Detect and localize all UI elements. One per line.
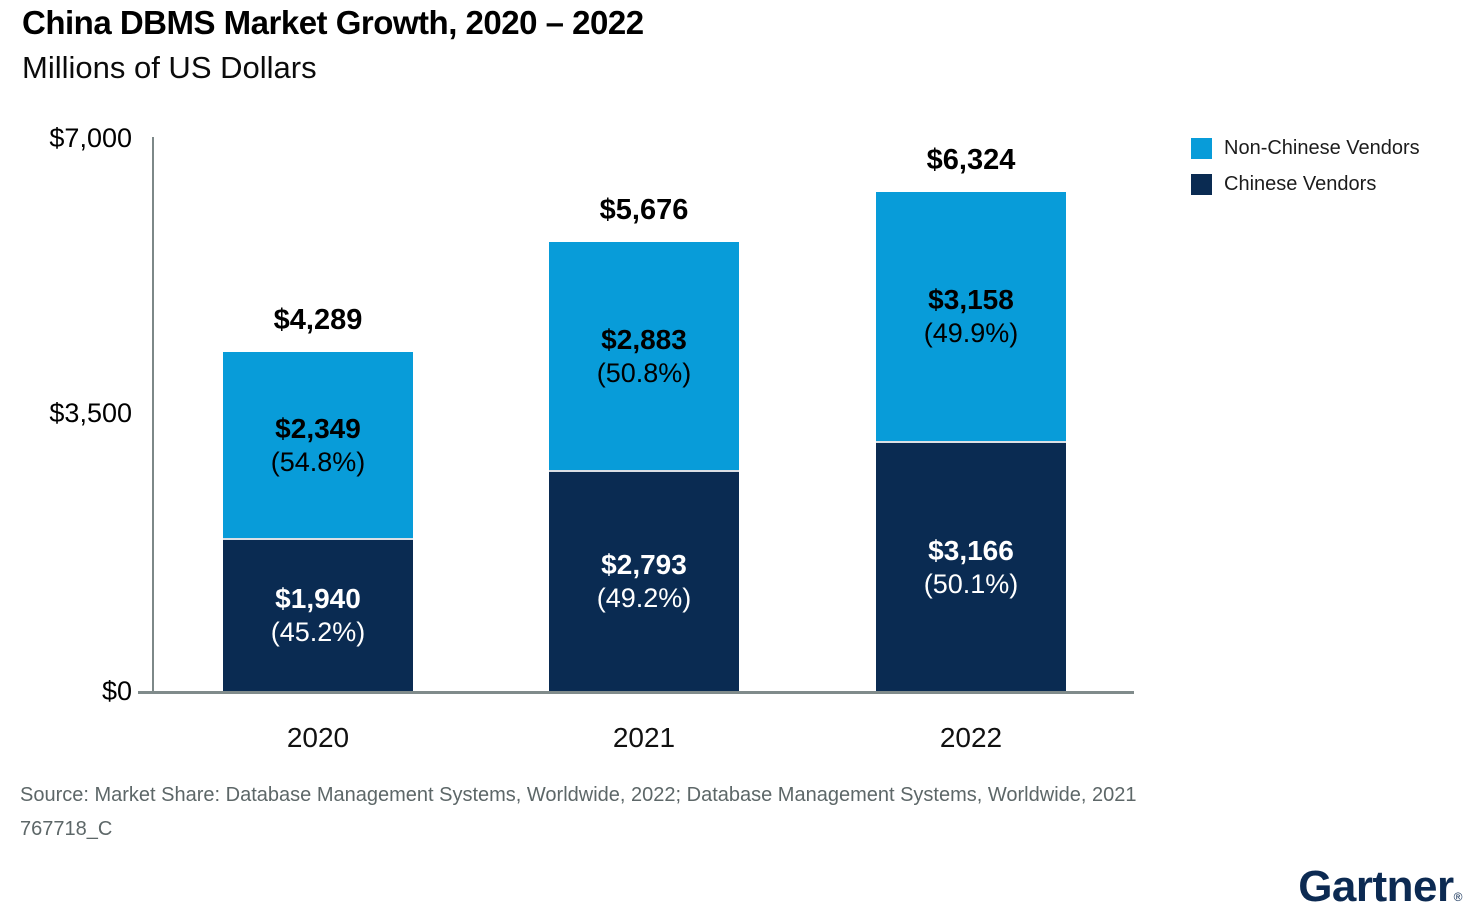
registered-mark-icon: ® xyxy=(1453,890,1463,904)
total-label-2022: $6,324 xyxy=(926,144,1016,176)
legend-label-chinese: Chinese Vendors xyxy=(1224,173,1377,195)
y-tick-3500: $3,500 xyxy=(49,398,132,428)
segment-value-label: $2,349 xyxy=(275,412,361,444)
chart-subtitle: Millions of US Dollars xyxy=(22,50,317,85)
segment-value-label: $3,158 xyxy=(928,284,1014,315)
segment-share-label: (50.1%) xyxy=(923,568,1019,599)
segment-non-chinese-2020: $2,349 (54.8%) xyxy=(223,352,413,538)
legend-label-non-chinese: Non-Chinese Vendors xyxy=(1224,137,1420,159)
x-axis-label-2022: 2022 xyxy=(939,722,1003,753)
bar-2021: $2,883 (50.8%) $2,793 (49.2%) xyxy=(549,242,739,691)
x-axis-label-2020: 2020 xyxy=(286,722,350,753)
segment-share-label: (45.2%) xyxy=(270,617,366,647)
x-axis-label-2021: 2021 xyxy=(612,722,676,753)
segment-non-chinese-2021: $2,883 (50.8%) xyxy=(549,242,739,470)
segment-share-label: (54.8%) xyxy=(270,446,366,477)
segment-share-label: (49.9%) xyxy=(923,318,1019,348)
gartner-logo: Gartner® xyxy=(1298,862,1462,912)
document-id: 767718_C xyxy=(20,818,113,840)
total-label-2021: $5,676 xyxy=(599,194,689,226)
gartner-logo-text: Gartner xyxy=(1298,862,1454,911)
bar-2020: $2,349 (54.8%) $1,940 (45.2%) xyxy=(223,352,413,691)
x-axis-baseline xyxy=(138,691,1134,694)
segment-chinese-2022: $3,166 (50.1%) xyxy=(876,441,1066,691)
segment-share-label: (49.2%) xyxy=(596,583,692,613)
segment-value-label: $2,883 xyxy=(601,323,687,355)
segment-chinese-2021: $2,793 (49.2%) xyxy=(549,470,739,691)
legend-item-non-chinese: Non-Chinese Vendors xyxy=(1191,137,1420,160)
segment-chinese-2020: $1,940 (45.2%) xyxy=(223,538,413,691)
source-note: Source: Market Share: Database Managemen… xyxy=(20,784,1137,806)
segment-share-label: (50.8%) xyxy=(596,357,692,388)
segment-non-chinese-2022: $3,158 (49.9%) xyxy=(876,192,1066,441)
total-label-2020: $4,289 xyxy=(273,304,363,336)
legend-swatch-chinese-icon xyxy=(1191,174,1212,195)
y-tick-7000: $7,000 xyxy=(49,123,132,153)
legend-swatch-non-chinese-icon xyxy=(1191,138,1212,159)
segment-value-label: $3,166 xyxy=(928,534,1014,566)
legend-item-chinese: Chinese Vendors xyxy=(1191,173,1420,196)
chart-title: China DBMS Market Growth, 2020 – 2022 xyxy=(22,4,644,41)
segment-value-label: $2,793 xyxy=(601,549,687,580)
bar-2022: $3,158 (49.9%) $3,166 (50.1%) xyxy=(876,192,1066,691)
y-axis-line xyxy=(152,137,154,694)
legend: Non-Chinese Vendors Chinese Vendors xyxy=(1191,137,1420,209)
y-tick-0: $0 xyxy=(101,676,132,706)
segment-value-label: $1,940 xyxy=(275,583,361,614)
